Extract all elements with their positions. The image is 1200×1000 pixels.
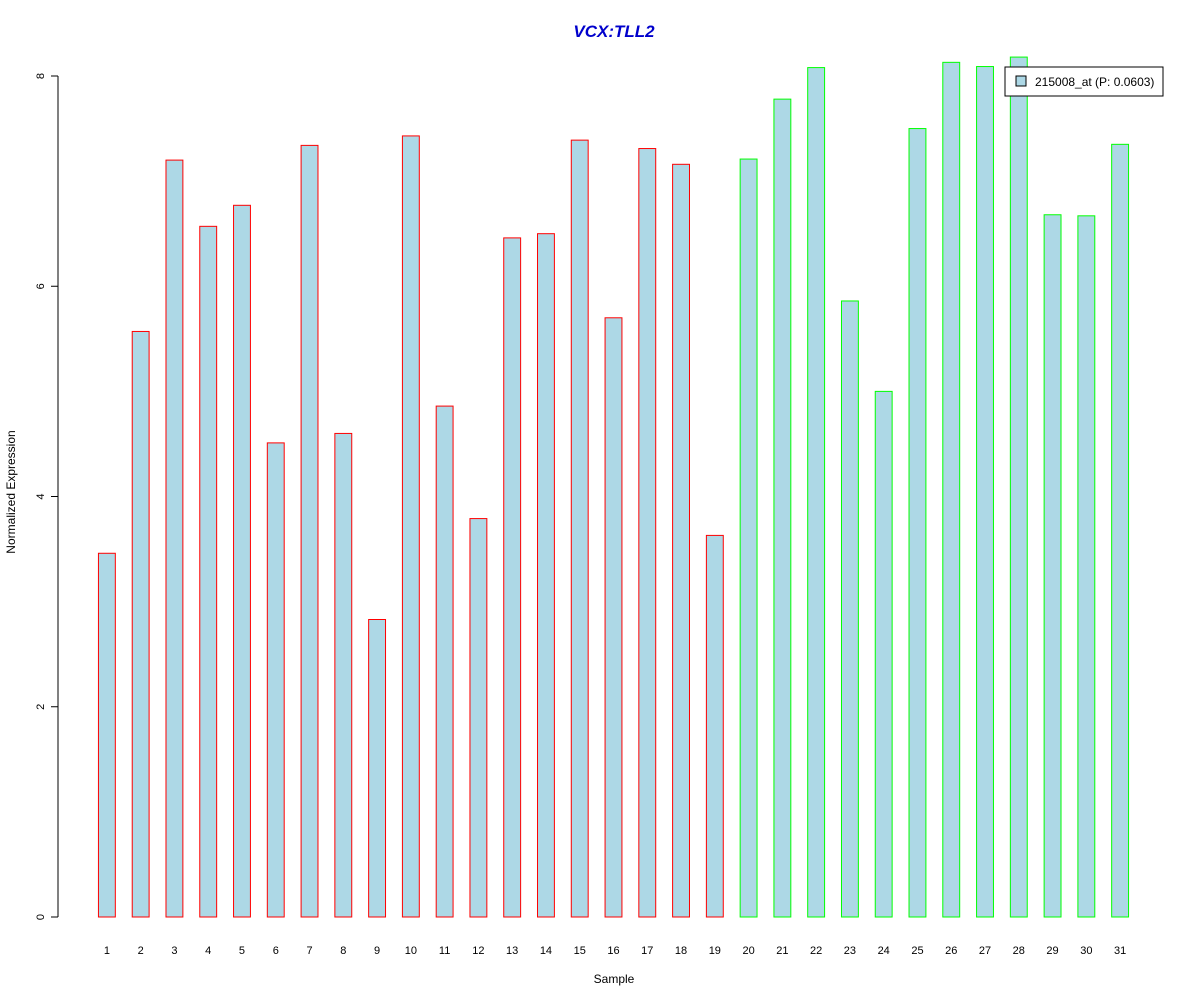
x-tick-label: 1: [104, 945, 110, 957]
x-tick-label: 6: [273, 945, 279, 957]
y-axis: 0 2 4 6 8: [35, 73, 59, 920]
x-tick-label: 30: [1080, 945, 1092, 957]
bar-sample-24: [874, 390, 893, 918]
bar-sample-28: [1009, 56, 1028, 918]
x-tick-label: 11: [439, 945, 450, 957]
bar-sample-25: [908, 128, 927, 918]
x-tick-label: 28: [1013, 945, 1025, 957]
x-axis: 1 2 3 4 5 6 7 8 9 10 11 12 13 14 15 16 17 18 19 20 21 22 23 24 2…: [104, 945, 1126, 957]
x-tick-label: 24: [878, 945, 890, 957]
bar-sample-16: [604, 317, 623, 918]
x-tick-label: 7: [306, 945, 312, 957]
bar-sample-31: [1111, 143, 1130, 918]
bar-sample-1: [97, 552, 116, 918]
x-tick-label: 15: [574, 945, 586, 957]
x-tick-label: 12: [472, 945, 484, 957]
y-tick-label: 6: [35, 283, 47, 289]
bar-sample-9: [368, 619, 387, 918]
y-tick-label: 4: [35, 493, 47, 499]
x-tick-label: 16: [607, 945, 619, 957]
bar-sample-15: [570, 139, 589, 918]
bar-sample-14: [537, 233, 555, 918]
bar-sample-12: [469, 518, 488, 918]
bar-sample-8: [334, 432, 353, 918]
y-tick-label: 0: [35, 914, 47, 920]
x-tick-label: 4: [205, 945, 211, 957]
bar-sample-23: [840, 300, 859, 918]
legend-swatch: [1015, 75, 1027, 87]
bar-sample-22: [807, 67, 826, 918]
x-tick-label: 20: [742, 945, 754, 957]
x-tick-label: 8: [340, 945, 346, 957]
legend: 215008_at (P: 0.0603): [1004, 66, 1164, 97]
x-tick-label: 14: [540, 945, 552, 957]
bar-sample-19: [705, 534, 724, 918]
bar-sample-3: [165, 159, 184, 918]
bar-sample-27: [976, 66, 994, 918]
legend-box: [1004, 66, 1164, 97]
x-tick-label: 27: [979, 945, 991, 957]
y-tick-label: 2: [35, 704, 47, 710]
x-tick-label: 22: [810, 945, 822, 957]
x-tick-label: 23: [844, 945, 856, 957]
bar-sample-17: [638, 148, 657, 918]
x-tick-label: 5: [239, 945, 245, 957]
bar-sample-29: [1043, 214, 1062, 918]
bar-sample-7: [300, 144, 319, 918]
x-tick-label: 19: [709, 945, 721, 957]
x-tick-label: 26: [945, 945, 957, 957]
chart-title: VCX:TLL2: [573, 22, 655, 41]
bar-sample-20: [739, 158, 758, 918]
x-tick-label: 18: [675, 945, 687, 957]
bar-sample-21: [773, 98, 792, 918]
x-tick-label: 31: [1114, 945, 1126, 957]
y-tick-label: 8: [35, 73, 47, 79]
bar-sample-26: [942, 61, 961, 918]
bars-group: [97, 56, 1130, 918]
bar-sample-18: [672, 163, 690, 918]
bar-sample-6: [266, 442, 285, 918]
x-tick-label: 2: [138, 945, 144, 957]
bar-sample-13: [503, 237, 522, 918]
x-tick-label: 13: [506, 945, 518, 957]
legend-label: 215008_at (P: 0.0603): [1035, 75, 1154, 89]
x-tick-label: 29: [1046, 945, 1058, 957]
bar-sample-11: [435, 405, 454, 918]
bar-sample-10: [401, 135, 420, 918]
x-axis-label: Sample: [594, 972, 635, 986]
x-tick-label: 21: [776, 945, 788, 957]
x-tick-label: 10: [405, 945, 417, 957]
x-tick-label: 9: [374, 945, 380, 957]
x-tick-label: 25: [911, 945, 923, 957]
bar-sample-30: [1077, 215, 1096, 918]
bar-sample-5: [233, 204, 251, 918]
bar-sample-2: [131, 330, 150, 918]
y-axis-label: Normalized Expression: [4, 430, 18, 553]
x-tick-label: 3: [171, 945, 177, 957]
x-tick-label: 17: [641, 945, 653, 957]
bar-sample-4: [199, 225, 218, 918]
